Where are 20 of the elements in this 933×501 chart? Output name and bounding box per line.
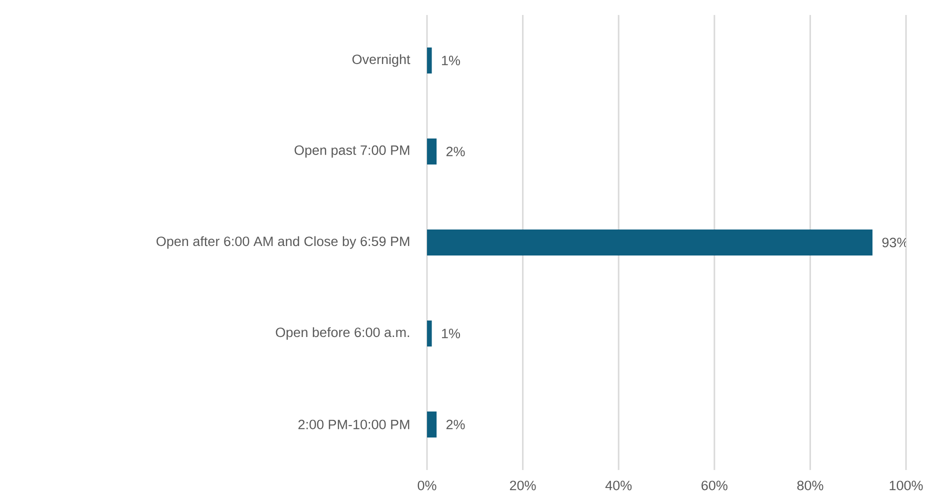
x-tick-label: 80%: [797, 480, 824, 490]
x-tick-label: 100%: [890, 480, 923, 490]
y-tick-label: Open after 6:00 AM and Close by 6:59 PM: [156, 236, 410, 249]
x-tick-label: 40%: [605, 480, 632, 490]
y-tick-label: Open past 7:00 PM: [294, 145, 410, 158]
bar: [427, 320, 432, 347]
y-tick-label: Overnight: [352, 54, 410, 67]
data-label: 1%: [442, 328, 460, 338]
y-tick-label: 2:00 PM-10:00 PM: [298, 420, 410, 430]
bar: [427, 138, 437, 165]
bar: [427, 412, 437, 438]
data-label: 2%: [446, 420, 465, 430]
bar: [427, 230, 872, 256]
x-tick-label: 60%: [702, 480, 728, 490]
x-tick-label: 0%: [418, 480, 436, 490]
data-label: 2%: [446, 146, 465, 156]
y-tick-label: Open before 6:00 a.m.: [276, 327, 410, 340]
bar: [427, 48, 432, 74]
x-tick-label: 20%: [510, 480, 536, 490]
data-label: 1%: [442, 56, 460, 66]
